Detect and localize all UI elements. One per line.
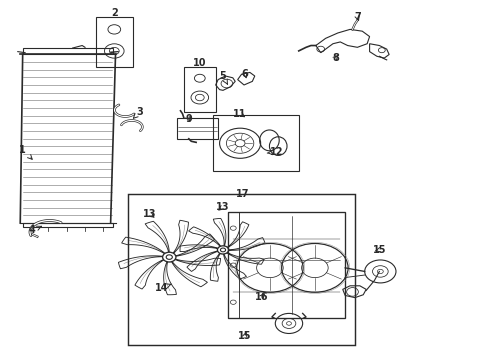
Text: 15: 15 [372, 245, 386, 255]
Text: 17: 17 [236, 189, 249, 199]
Text: 1: 1 [19, 144, 32, 159]
Text: 13: 13 [143, 209, 156, 219]
Text: 12: 12 [267, 147, 284, 157]
Text: 5: 5 [220, 71, 227, 84]
Bar [96, 17, 133, 67]
Text: 9: 9 [185, 114, 192, 124]
Text: 7: 7 [354, 12, 361, 22]
Bar [176, 118, 218, 139]
Bar [228, 212, 239, 318]
Text: 4: 4 [29, 225, 41, 235]
Text: 2: 2 [111, 8, 118, 18]
Text: 11: 11 [233, 109, 247, 119]
Circle shape [163, 252, 176, 262]
Bar [228, 212, 345, 318]
Bar [23, 48, 113, 54]
Bar [184, 67, 216, 112]
Text: 13: 13 [216, 202, 230, 212]
Text: 3: 3 [133, 107, 143, 118]
Text: 8: 8 [332, 53, 339, 63]
Bar [23, 223, 113, 227]
Bar [128, 194, 355, 345]
Circle shape [218, 246, 229, 254]
Text: 6: 6 [242, 69, 248, 79]
Text: 15: 15 [238, 331, 252, 341]
Text: 16: 16 [255, 292, 269, 302]
Text: 14: 14 [155, 283, 172, 293]
Text: 10: 10 [193, 58, 207, 68]
Bar [213, 116, 299, 171]
